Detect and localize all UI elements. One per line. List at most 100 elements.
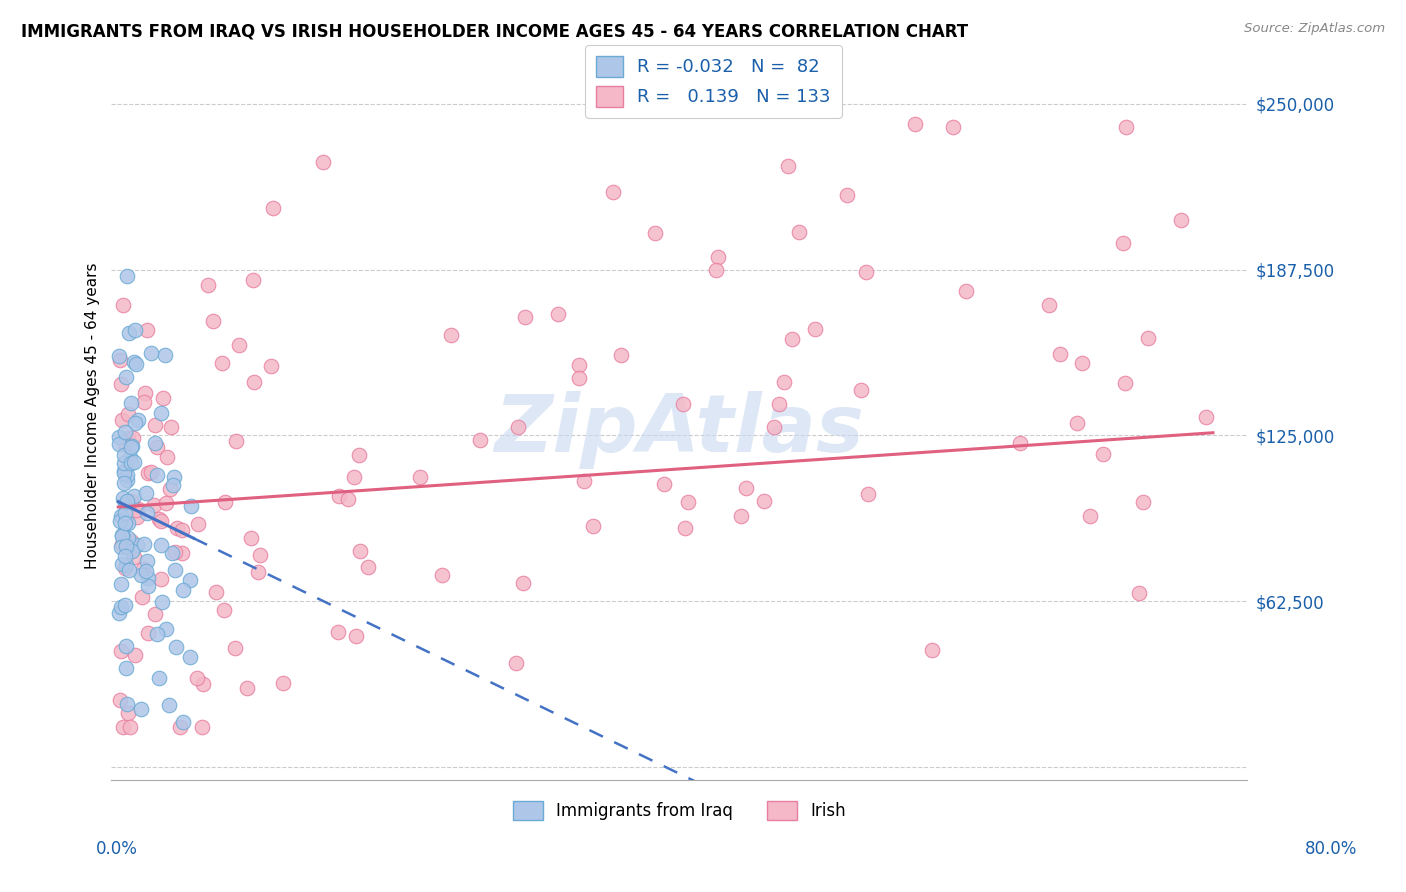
Point — [246, 565, 269, 579]
Point — [152, 595, 174, 609]
Point — [148, 671, 170, 685]
Point — [547, 307, 569, 321]
Text: 80.0%: 80.0% — [1305, 840, 1357, 858]
Point — [337, 492, 360, 507]
Point — [236, 681, 259, 696]
Point — [121, 438, 143, 452]
Point — [111, 491, 134, 506]
Point — [131, 590, 153, 604]
Point — [107, 437, 129, 451]
Point — [224, 641, 246, 656]
Point — [572, 475, 595, 489]
Point — [122, 455, 145, 469]
Point — [114, 539, 136, 553]
Point — [160, 546, 183, 560]
Point — [228, 338, 250, 352]
Point — [214, 495, 236, 509]
Point — [114, 549, 136, 564]
Point — [125, 503, 148, 517]
Point — [170, 546, 193, 560]
Point — [114, 561, 136, 575]
Point — [346, 629, 368, 643]
Point — [122, 355, 145, 369]
Point — [157, 698, 180, 713]
Point — [211, 356, 233, 370]
Point — [730, 508, 752, 523]
Y-axis label: Householder Income Ages 45 - 64 years: Householder Income Ages 45 - 64 years — [86, 262, 100, 569]
Point — [942, 120, 965, 134]
Point — [108, 606, 131, 620]
Point — [112, 467, 135, 481]
Point — [110, 644, 132, 658]
Point — [1071, 356, 1094, 370]
Point — [110, 693, 132, 707]
Point — [110, 377, 132, 392]
Point — [118, 563, 141, 577]
Point — [120, 456, 142, 470]
Point — [110, 540, 132, 554]
Point — [172, 715, 194, 730]
Point — [162, 469, 184, 483]
Point — [673, 521, 696, 535]
Point — [1092, 447, 1115, 461]
Point — [149, 406, 172, 420]
Point — [409, 470, 432, 484]
Point — [114, 506, 136, 520]
Point — [644, 226, 666, 240]
Point — [512, 575, 534, 590]
Point — [125, 509, 148, 524]
Point — [763, 419, 786, 434]
Point — [120, 441, 142, 455]
Point — [804, 322, 827, 336]
Point — [654, 476, 676, 491]
Point — [159, 482, 181, 496]
Point — [135, 507, 157, 521]
Point — [136, 466, 159, 480]
Point — [326, 625, 349, 640]
Point — [145, 417, 167, 432]
Point — [120, 396, 142, 410]
Point — [136, 323, 159, 337]
Text: Source: ZipAtlas.com: Source: ZipAtlas.com — [1244, 22, 1385, 36]
Point — [112, 720, 135, 734]
Point — [124, 322, 146, 336]
Point — [776, 159, 799, 173]
Point — [135, 564, 157, 578]
Point — [780, 332, 803, 346]
Point — [242, 273, 264, 287]
Point — [114, 496, 136, 510]
Point — [114, 639, 136, 653]
Point — [343, 470, 366, 484]
Point — [146, 627, 169, 641]
Point — [430, 567, 453, 582]
Point — [111, 298, 134, 312]
Point — [260, 359, 283, 373]
Point — [142, 499, 165, 513]
Point — [136, 579, 159, 593]
Point — [124, 648, 146, 662]
Point — [271, 676, 294, 690]
Point — [772, 375, 794, 389]
Point — [513, 310, 536, 324]
Point — [117, 431, 139, 445]
Point — [114, 516, 136, 530]
Point — [508, 419, 530, 434]
Text: ZipAtlas: ZipAtlas — [495, 391, 865, 469]
Point — [118, 450, 141, 464]
Point — [201, 314, 224, 328]
Point — [191, 677, 214, 691]
Point — [1195, 409, 1218, 424]
Point — [1132, 494, 1154, 508]
Point — [768, 397, 790, 411]
Point — [156, 450, 179, 465]
Point — [127, 413, 149, 427]
Point — [117, 407, 139, 421]
Point — [145, 440, 167, 454]
Point — [186, 671, 208, 685]
Point — [347, 448, 370, 462]
Point — [568, 370, 591, 384]
Point — [165, 640, 187, 654]
Point — [139, 465, 162, 479]
Point — [610, 348, 633, 362]
Point — [835, 188, 858, 202]
